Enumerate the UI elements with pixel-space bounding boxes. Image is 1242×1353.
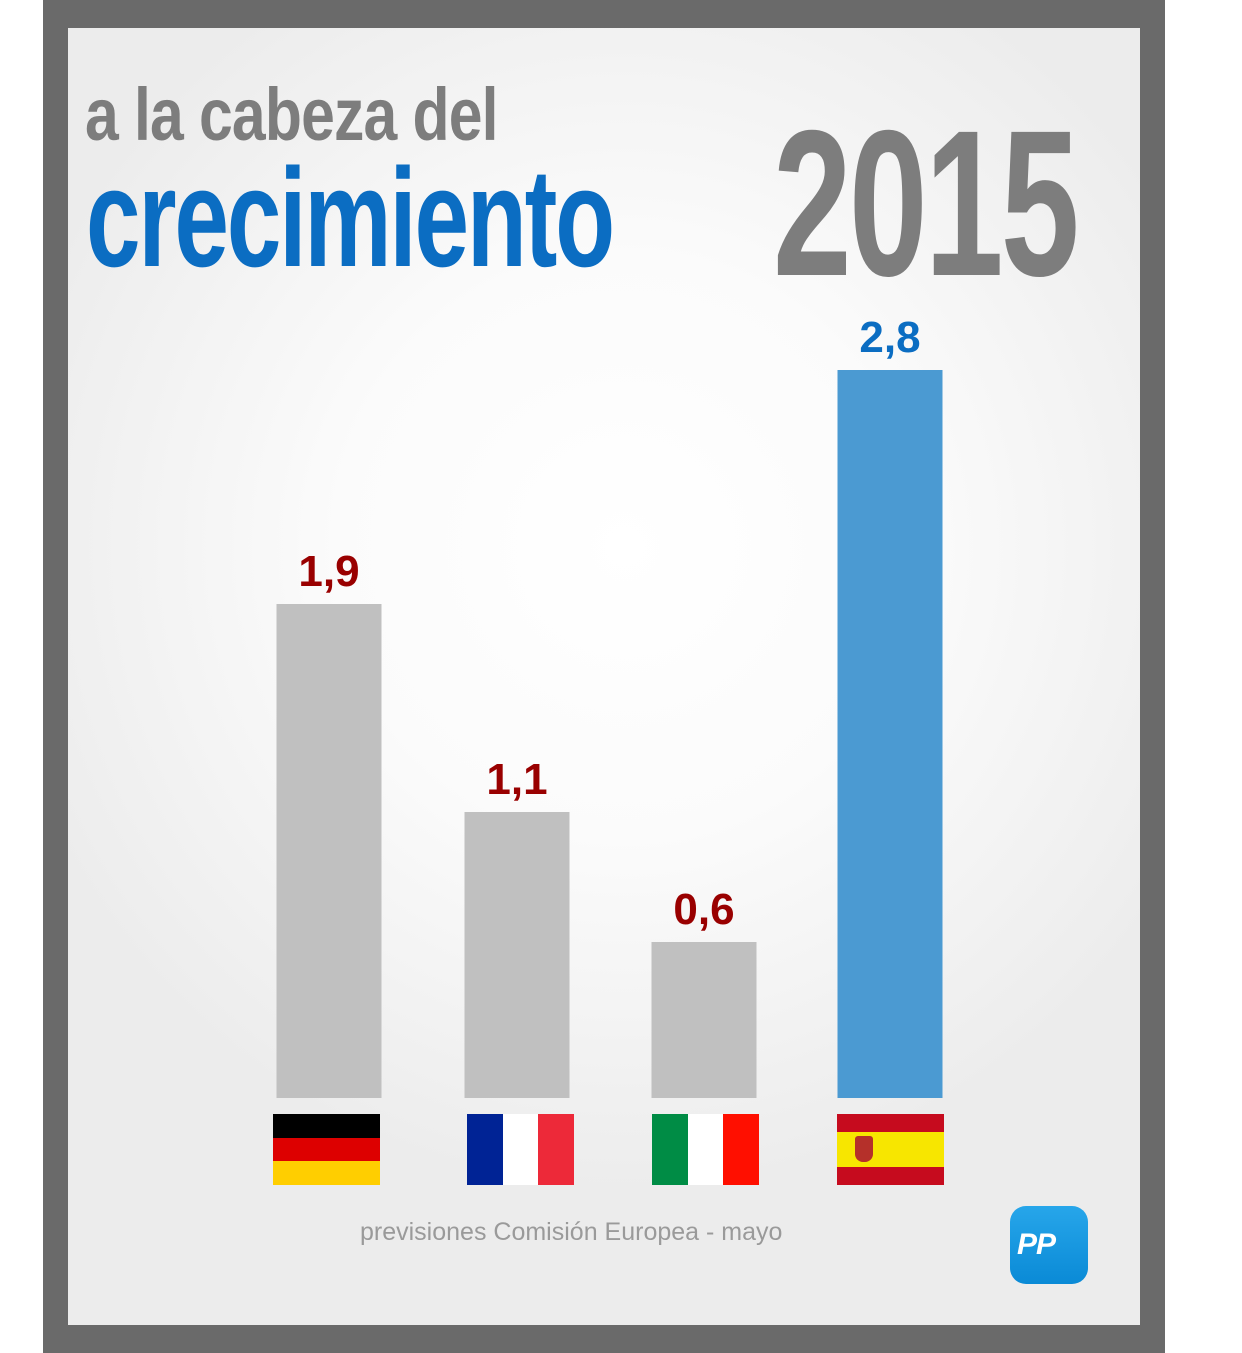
value-label-alemania: 1,9 [298, 547, 359, 596]
pp-logo-text: PP [1017, 1228, 1056, 1261]
value-label-francia: 1,1 [486, 755, 547, 804]
title-year: 2015 [773, 88, 1079, 320]
germany-flag-icon [273, 1114, 380, 1185]
spain-flag-icon [837, 1114, 944, 1185]
italy-flag-icon [652, 1114, 759, 1185]
value-label-españa: 2,8 [859, 313, 920, 362]
pp-logo: PP [1010, 1206, 1088, 1284]
bar-francia [464, 812, 570, 1098]
chart-panel [68, 28, 1140, 1325]
bar-alemania [276, 604, 382, 1098]
france-flag-icon [467, 1114, 574, 1185]
value-label-italia: 0,6 [673, 885, 734, 934]
bar-españa [837, 370, 943, 1098]
bar-italia [651, 942, 757, 1098]
source-footnote: previsiones Comisión Europea - mayo [360, 1218, 783, 1246]
title-line-1: a la cabeza del [85, 73, 499, 156]
title-line-2: crecimiento [86, 139, 615, 296]
